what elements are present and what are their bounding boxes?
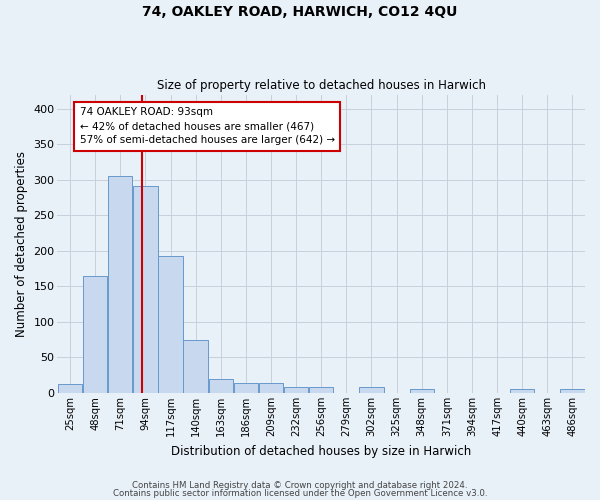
Bar [233, 383, 258, 393]
Bar [58, 384, 82, 393]
Bar [83, 276, 107, 393]
Bar [410, 390, 434, 393]
Title: Size of property relative to detached houses in Harwich: Size of property relative to detached ho… [157, 79, 486, 92]
Text: 74 OAKLEY ROAD: 93sqm
← 42% of detached houses are smaller (467)
57% of semi-det: 74 OAKLEY ROAD: 93sqm ← 42% of detached … [80, 108, 335, 146]
Bar [108, 176, 133, 393]
Bar [560, 390, 584, 393]
Bar [259, 383, 283, 393]
Bar [209, 379, 233, 393]
Bar [184, 340, 208, 393]
Bar [510, 390, 535, 393]
Text: 74, OAKLEY ROAD, HARWICH, CO12 4QU: 74, OAKLEY ROAD, HARWICH, CO12 4QU [142, 5, 458, 19]
Bar [284, 388, 308, 393]
Y-axis label: Number of detached properties: Number of detached properties [15, 151, 28, 337]
Bar [309, 388, 334, 393]
Text: Contains public sector information licensed under the Open Government Licence v3: Contains public sector information licen… [113, 488, 487, 498]
X-axis label: Distribution of detached houses by size in Harwich: Distribution of detached houses by size … [171, 444, 472, 458]
Bar [158, 256, 182, 393]
Text: Contains HM Land Registry data © Crown copyright and database right 2024.: Contains HM Land Registry data © Crown c… [132, 481, 468, 490]
Bar [359, 388, 383, 393]
Bar [133, 186, 158, 393]
